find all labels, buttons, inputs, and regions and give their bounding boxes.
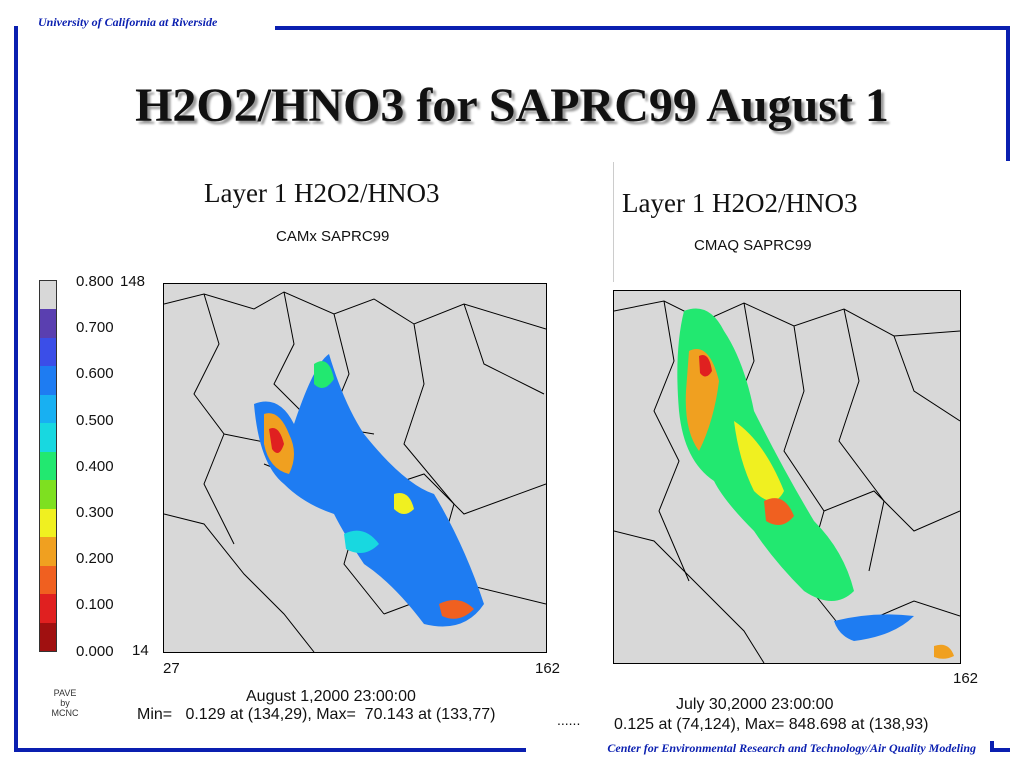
legend-swatch [40,480,56,509]
legend-swatch [40,565,56,595]
legend-label: 0.400 [76,457,114,475]
right-plot-subtitle: CMAQ SAPRC99 [694,237,812,254]
left-map [163,283,547,653]
legend-label: 0.100 [76,596,114,614]
legend-label: 0.000 [76,642,114,660]
left-minmax: Min= 0.129 at (134,29), Max= 70.143 at (… [137,706,496,723]
right-dots: ...... [557,712,581,728]
pave-line-3: MCNC [51,708,79,718]
frame-top-left [14,26,18,752]
legend-swatch [40,451,56,481]
left-y-top: 148 [120,273,146,290]
right-plot-title: Layer 1 H2O2/HNO3 [622,188,858,218]
legend-swatch [40,281,56,310]
left-plot-title: Layer 1 H2O2/HNO3 [204,178,440,208]
legend-swatch [40,309,56,338]
legend-label: 0.300 [76,504,114,521]
left-date: August 1,2000 23:00:00 [246,688,416,705]
left-plot-subtitle: CAMx SAPRC99 [276,228,390,245]
pave-credit: PAVE by MCNC [50,688,80,718]
right-date: July 30,2000 23:00:00 [676,696,834,713]
right-map [613,290,961,664]
left-y-bottom: 14 [132,642,149,659]
frame-bottom-line [14,748,526,752]
legend-label: 0.200 [76,550,114,568]
pave-line-2: by [60,698,70,708]
left-x-right: 162 [535,660,561,677]
frame-right-line [1006,26,1010,161]
legend-swatch [40,394,56,424]
legend-swatch [40,594,56,623]
frame-bottom-right-h [990,748,1010,752]
right-plot-edge [613,162,614,282]
footer-label: Center for Environmental Research and Te… [607,741,976,755]
frame-bottom-right [990,741,994,752]
frame-top-line [275,26,1010,30]
left-x-left: 27 [163,660,180,677]
legend-swatch [40,508,56,538]
legend-swatch [40,337,56,367]
legend-label: 0.700 [76,319,114,337]
legend-label: 0.500 [76,411,114,429]
right-x-right: 162 [953,670,979,687]
legend-swatch [40,622,56,652]
legend-swatch [40,423,56,452]
institution-label: University of California at Riverside [38,15,218,29]
color-legend-bar [39,280,57,652]
legend-label: 0.800 [76,273,114,290]
legend-swatch [40,537,56,566]
right-minmax: 0.125 at (74,124), Max= 848.698 at (138,… [614,716,929,733]
legend-label: 0.600 [76,365,114,383]
slide-title: H2O2/HNO3 for SAPRC99 August 1 [135,79,889,132]
legend-swatch [40,366,56,395]
pave-line-1: PAVE [53,688,77,698]
